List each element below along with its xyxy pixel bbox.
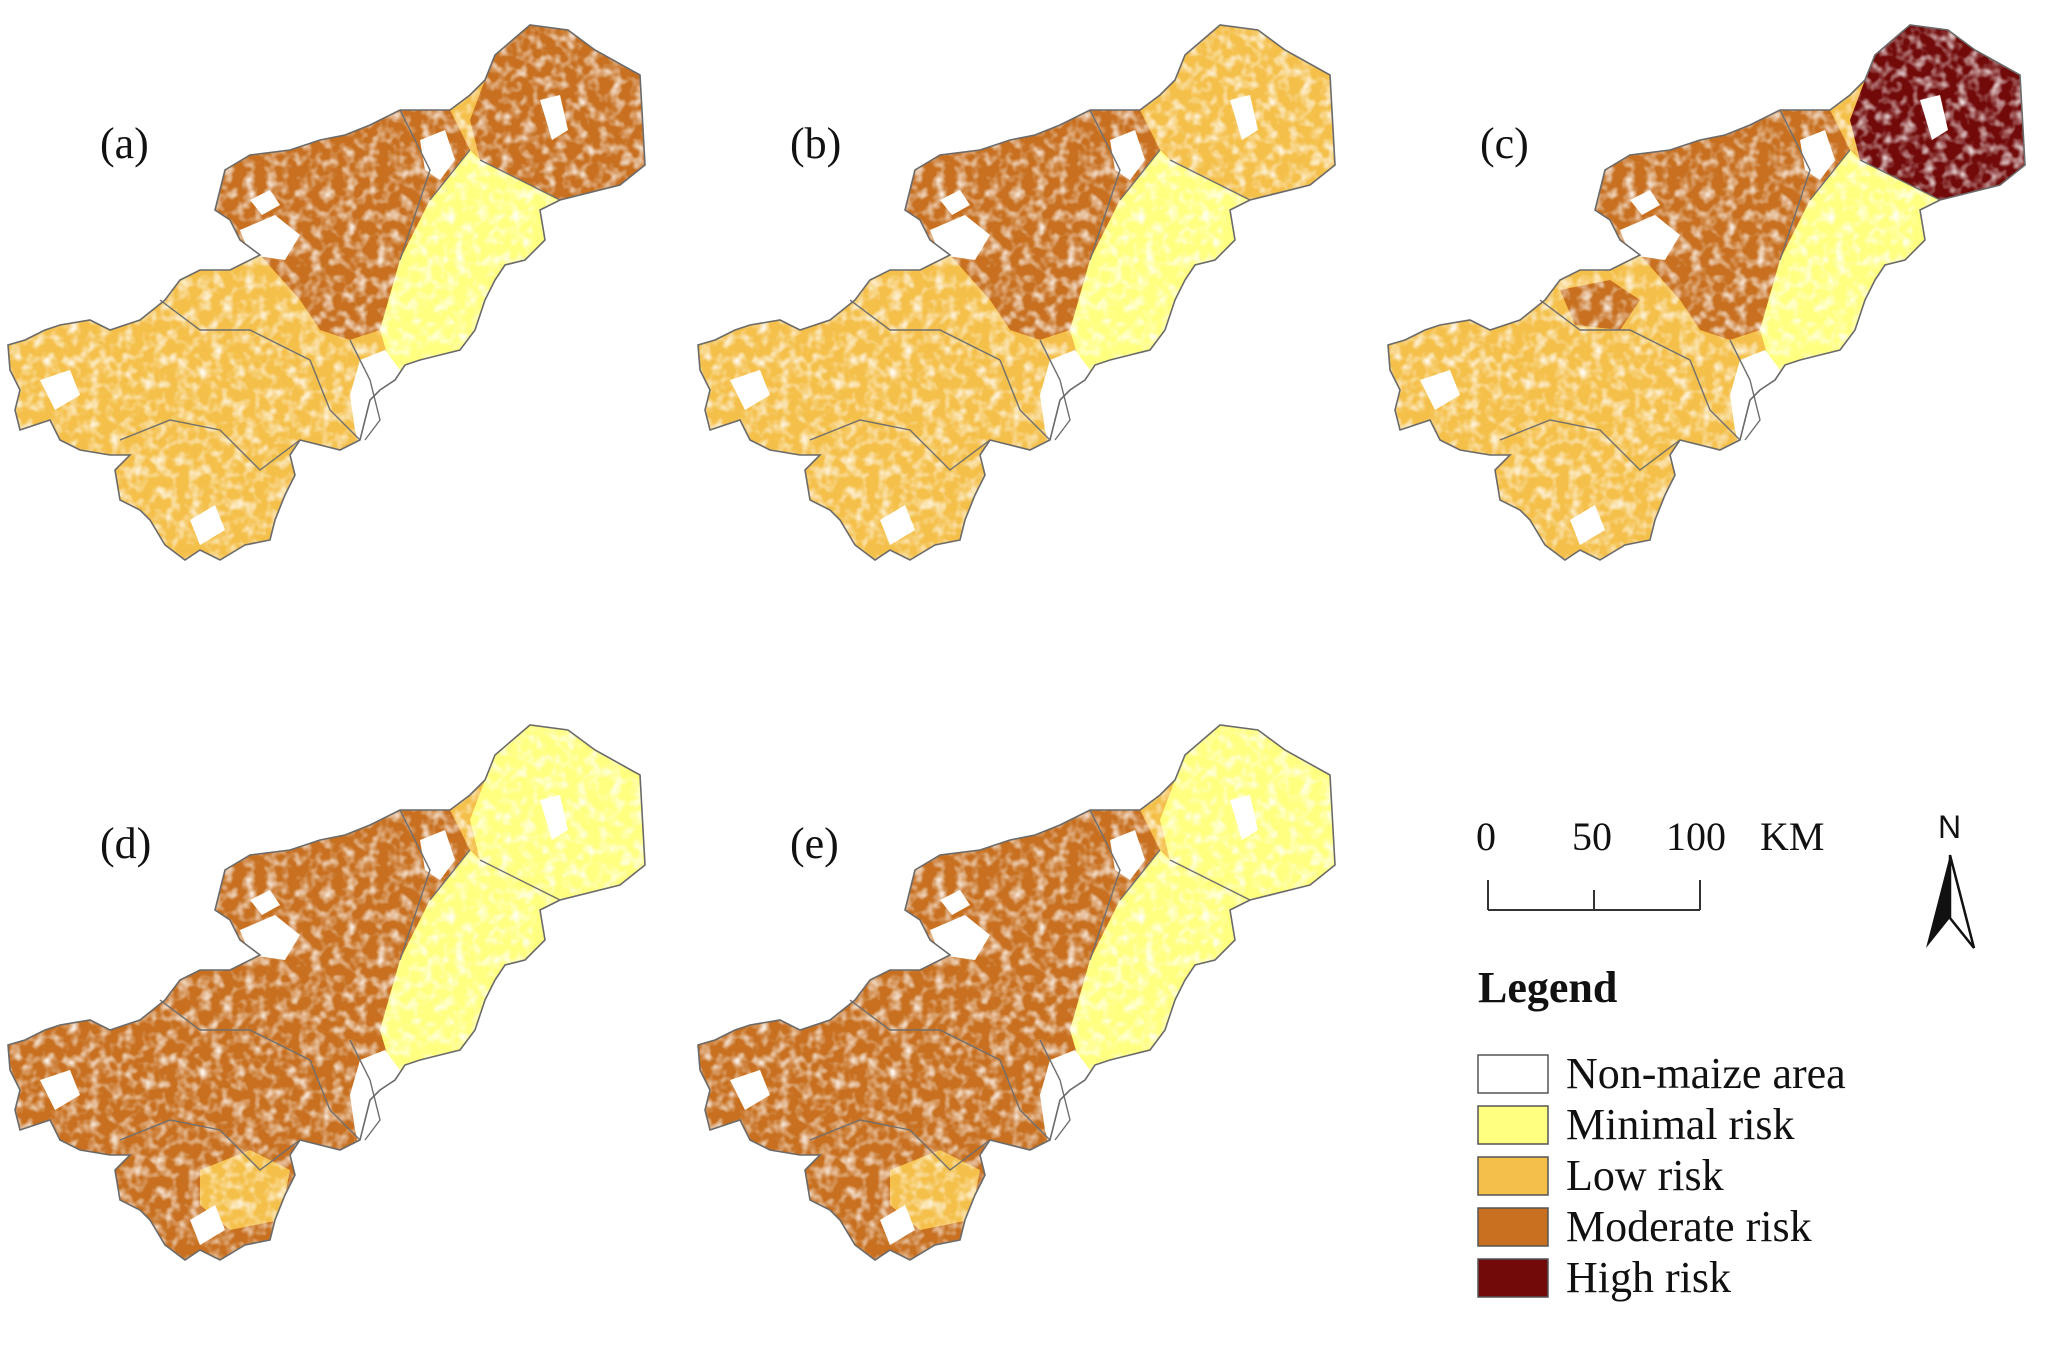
speckle-texture <box>698 725 1335 1260</box>
map-fill-e <box>698 725 1335 1260</box>
scale-unit-label: KM <box>1760 814 1824 859</box>
legend-item-low: Low risk <box>1477 1151 1724 1200</box>
admin-boundary-0 <box>399 109 431 261</box>
admin-boundary-6 <box>479 159 561 201</box>
legend-swatch-none <box>1477 1054 1549 1094</box>
admin-boundary-0 <box>399 809 431 961</box>
admin-boundary-3 <box>1499 419 1681 471</box>
map-outline-b <box>697 24 1336 561</box>
admin-boundary-4 <box>309 1059 361 1141</box>
admin-boundary-0 <box>1089 109 1121 261</box>
legend-label-low: Low risk <box>1566 1151 1724 1200</box>
map-panel-c: (c) <box>1387 24 2026 561</box>
admin-boundary-4 <box>1689 359 1741 441</box>
map-outline-c <box>1387 24 2026 561</box>
admin-boundary-6 <box>1169 159 1251 201</box>
legend-title: Legend <box>1478 963 1617 1012</box>
admin-boundary-1 <box>1119 849 1161 901</box>
scale-tick-label-100: 100 <box>1666 814 1726 859</box>
admin-boundary-0 <box>1779 109 1811 261</box>
legend-swatch-low <box>1477 1156 1549 1196</box>
scale-bar: 0 50 100 KM <box>1476 814 1824 911</box>
panel-label-d: (d) <box>100 819 151 868</box>
map-panel-e: (e) <box>697 724 1336 1261</box>
admin-boundary-3 <box>809 1119 991 1171</box>
panel-label-c: (c) <box>1480 119 1529 168</box>
admin-boundary-3 <box>119 419 301 471</box>
admin-boundary-5 <box>1039 1039 1071 1141</box>
scale-tick-label-0: 0 <box>1476 814 1496 859</box>
legend-item-none: Non-maize area <box>1477 1049 1846 1098</box>
map-fill-a <box>8 25 645 560</box>
north-arrow-left-half <box>1926 855 1950 948</box>
admin-boundary-3 <box>119 1119 301 1171</box>
speckle-texture <box>698 25 1335 560</box>
map-fill-d <box>8 725 645 1260</box>
map-fill-b <box>698 25 1335 560</box>
admin-boundary-1 <box>1119 149 1161 201</box>
speckle-texture <box>8 725 645 1260</box>
speckle-texture <box>1388 25 2025 560</box>
north-arrow-right-half <box>1948 854 1976 949</box>
map-fill-c <box>1388 25 2025 560</box>
admin-boundary-5 <box>349 339 381 441</box>
admin-boundary-6 <box>479 859 561 901</box>
admin-boundary-2 <box>159 299 311 361</box>
admin-boundary-1 <box>429 849 471 901</box>
legend-label-high: High risk <box>1566 1253 1731 1302</box>
north-arrow-icon: N <box>1926 809 1976 949</box>
speckle-texture <box>8 25 645 560</box>
panel-label-a: (a) <box>100 119 149 168</box>
legend-label-none: Non-maize area <box>1566 1049 1846 1098</box>
scale-tick-label-50: 50 <box>1572 814 1612 859</box>
map-outline-e <box>697 724 1336 1261</box>
admin-boundary-5 <box>1729 339 1761 441</box>
legend-swatch-high <box>1477 1258 1549 1298</box>
admin-boundary-2 <box>849 999 1001 1061</box>
map-outline-d <box>7 724 646 1261</box>
admin-boundary-5 <box>349 1039 381 1141</box>
admin-boundary-6 <box>1859 159 1941 201</box>
admin-boundary-5 <box>1039 339 1071 441</box>
legend-label-moderate: Moderate risk <box>1566 1202 1812 1251</box>
legend-item-high: High risk <box>1477 1253 1731 1302</box>
admin-boundary-0 <box>1089 809 1121 961</box>
admin-boundary-2 <box>849 299 1001 361</box>
legend-swatch-moderate <box>1477 1207 1549 1247</box>
legend-swatch-minimal <box>1477 1105 1549 1145</box>
admin-boundary-4 <box>999 1059 1051 1141</box>
admin-boundary-1 <box>429 149 471 201</box>
north-label: N <box>1938 809 1961 845</box>
legend-label-minimal: Minimal risk <box>1566 1100 1795 1149</box>
admin-boundary-4 <box>999 359 1051 441</box>
panel-label-e: (e) <box>790 819 839 868</box>
admin-boundary-4 <box>309 359 361 441</box>
map-panel-a: (a) <box>7 24 646 561</box>
map-outline-a <box>7 24 646 561</box>
admin-boundary-2 <box>159 999 311 1061</box>
admin-boundary-3 <box>809 419 991 471</box>
admin-boundary-1 <box>1809 149 1851 201</box>
admin-boundary-6 <box>1169 859 1251 901</box>
admin-boundary-2 <box>1539 299 1691 361</box>
legend-item-moderate: Moderate risk <box>1477 1202 1812 1251</box>
panel-label-b: (b) <box>790 119 841 168</box>
legend-item-minimal: Minimal risk <box>1477 1100 1795 1149</box>
map-panel-b: (b) <box>697 24 1336 561</box>
map-panel-d: (d) <box>7 724 646 1261</box>
